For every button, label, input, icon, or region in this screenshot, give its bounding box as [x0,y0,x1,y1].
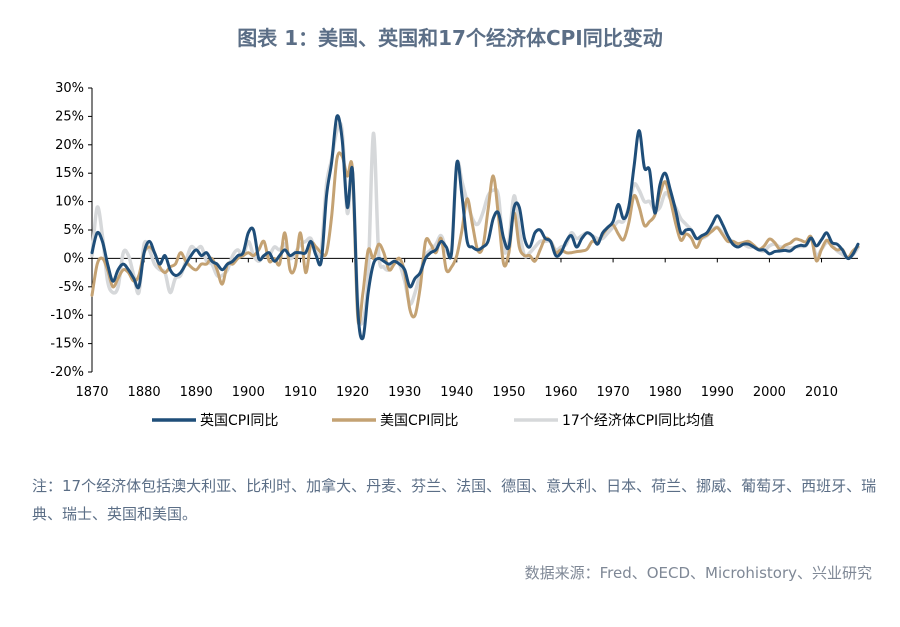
data-source: 数据来源：Fred、OECD、Microhistory、兴业研究 [524,564,872,582]
x-tick-label: 1970 [597,385,630,400]
y-tick-label: 20% [55,138,84,153]
y-tick-label: -20% [50,365,84,380]
series-lines [90,114,860,341]
x-tick-label: 1980 [649,385,682,400]
legend-us-label: 美国CPI同比 [380,413,458,429]
y-tick-label: 25% [55,109,84,124]
y-tick-label: 10% [55,195,84,210]
us-cpi-line [90,151,860,326]
x-tick-label: 1990 [701,385,734,400]
y-tick-label: 15% [55,166,84,181]
avg17-cpi-line [90,121,860,326]
legend-avg17-label: 17个经济体CPI同比均值 [562,413,714,429]
x-tick-label: 1940 [440,385,473,400]
x-tick-label: 1870 [75,385,108,400]
x-tick-label: 2000 [753,385,786,400]
cpi-line-chart: -20%-15%-10%-5%0%5%10%15%20%25%30% 1870 1… [50,81,860,429]
x-tick-label: 2010 [805,385,838,400]
x-tick-label: 1920 [336,385,369,400]
x-tick-label: 1930 [388,385,421,400]
legend: 英国CPI同比 美国CPI同比 17个经济体CPI同比均值 [152,412,714,429]
chart-title: 图表 1：美国、英国和17个经济体CPI同比变动 [237,26,663,50]
x-tick-label: 1880 [128,385,161,400]
y-tick-label: 5% [63,223,84,238]
x-tick-label: 1890 [180,385,213,400]
x-tick-label: 1950 [492,385,525,400]
x-axis-ticks: 1870 1880 1890 1900 1910 1920 1930 1940 1950 1960… [75,258,838,400]
y-tick-label: -5% [59,280,84,295]
y-tick-label: -15% [50,337,84,352]
y-tick-label: 0% [63,251,84,266]
y-axis-ticks: -20% -15% -10% -5% 0% 5% 10% 15% 20% 25% 30% [50,81,92,380]
x-tick-label: 1910 [284,385,317,400]
legend-uk-label: 英国CPI同比 [200,412,278,429]
footnote: 注：17个经济体包括澳大利亚、比利时、加拿大、丹麦、芬兰、法国、德国、意大利、日… [32,477,877,523]
y-tick-label: -10% [50,308,84,323]
y-tick-label: 30% [55,81,84,96]
uk-cpi-line [90,114,860,341]
x-tick-label: 1900 [232,385,265,400]
x-tick-label: 1960 [544,385,577,400]
